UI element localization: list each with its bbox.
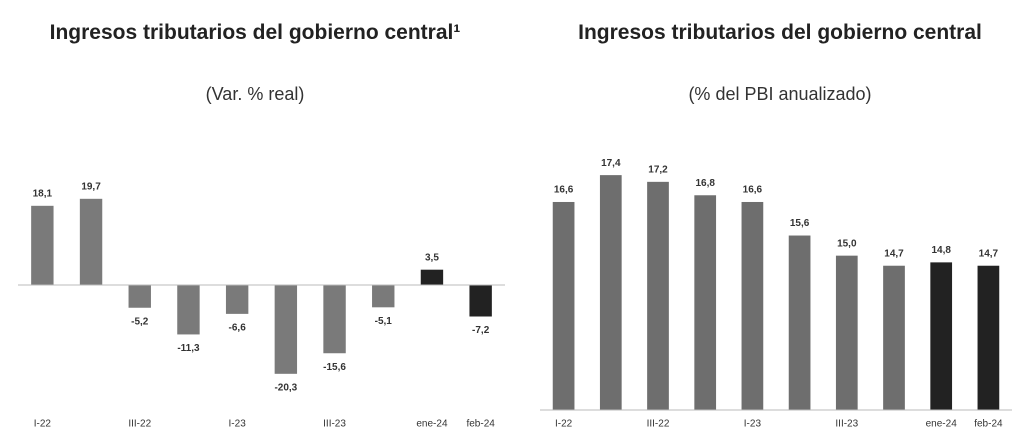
value-label: 3,5 — [425, 252, 439, 263]
value-label: 15,6 — [790, 218, 810, 229]
value-label: 17,2 — [648, 164, 668, 175]
bar — [274, 285, 298, 374]
value-label: 16,8 — [695, 178, 715, 189]
x-tick-label: III-23 — [835, 419, 858, 430]
chart-subtitle: (Var. % real) — [205, 84, 305, 104]
bar — [599, 175, 622, 410]
bar — [741, 201, 764, 410]
bar — [694, 195, 717, 410]
bar — [225, 285, 249, 314]
bar — [128, 285, 151, 308]
x-tick-label: I-23 — [229, 419, 247, 430]
chart-title: Ingresos tributarios del gobierno centra… — [578, 21, 982, 44]
bar — [977, 265, 1000, 410]
x-tick-label: III-22 — [647, 419, 670, 430]
chart-subtitle: (% del PBI anualizado) — [688, 84, 872, 104]
bar — [31, 205, 54, 285]
value-label: 14,7 — [884, 248, 904, 259]
value-label: 18,1 — [33, 188, 53, 199]
chart-title: Ingresos tributarios del gobierno centra… — [49, 21, 461, 44]
x-tick-label: ene-24 — [416, 419, 448, 430]
bar — [372, 285, 395, 308]
bar — [177, 285, 200, 335]
value-label: -5,1 — [375, 316, 393, 327]
bar — [323, 285, 346, 354]
bar — [552, 201, 575, 410]
value-label: -20,3 — [274, 382, 297, 393]
value-label: 14,8 — [931, 245, 951, 256]
value-label: -15,6 — [323, 362, 346, 373]
x-tick-label: I-22 — [34, 419, 52, 430]
x-tick-label: III-23 — [323, 419, 346, 430]
x-tick-label: feb-24 — [466, 419, 495, 430]
bar — [420, 269, 444, 285]
value-label: -5,2 — [131, 316, 149, 327]
bar — [788, 235, 811, 410]
bar — [930, 262, 953, 410]
bar — [835, 255, 858, 410]
value-label: 15,0 — [837, 238, 857, 249]
value-label: 16,6 — [743, 185, 763, 196]
bar — [647, 181, 669, 410]
bar — [883, 265, 905, 410]
x-tick-label: I-22 — [555, 419, 573, 430]
x-tick-label: III-22 — [128, 419, 151, 430]
bar — [79, 198, 103, 285]
x-tick-label: ene-24 — [926, 419, 958, 430]
value-label: 16,6 — [554, 185, 574, 196]
value-label: 14,7 — [979, 248, 999, 259]
bar — [469, 285, 492, 317]
value-label: -6,6 — [229, 323, 247, 334]
value-label: 19,7 — [81, 181, 101, 192]
value-label: -7,2 — [472, 325, 490, 336]
x-tick-label: I-23 — [744, 419, 762, 430]
value-label: -11,3 — [177, 343, 200, 354]
value-label: 17,4 — [601, 158, 621, 169]
x-tick-label: feb-24 — [974, 419, 1003, 430]
